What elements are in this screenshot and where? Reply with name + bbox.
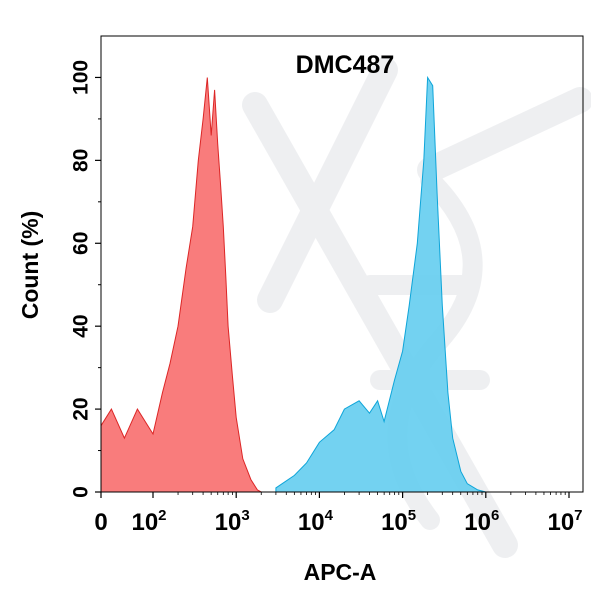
x-tick-label: 104 <box>298 507 334 536</box>
watermark-stroke <box>417 87 591 183</box>
histogram-series-1 <box>100 77 262 493</box>
axes-layer: 0204060801000102103104105106107108 <box>70 35 584 536</box>
series-layer <box>100 75 486 493</box>
x-tick-label: 103 <box>215 507 250 536</box>
y-tick-label: 20 <box>70 397 93 420</box>
y-tick-label: 60 <box>70 232 93 255</box>
plot-frame <box>100 35 584 493</box>
watermark-stroke <box>242 92 518 558</box>
x-axis-title: APC-A <box>304 559 377 585</box>
y-tick-label: 40 <box>70 315 93 338</box>
x-tick-label: 0 <box>94 509 107 536</box>
y-tick-label: 100 <box>70 60 93 95</box>
x-tick-label: 107 <box>547 507 582 536</box>
x-tick-label: 102 <box>131 507 166 536</box>
x-tick-label: 106 <box>464 507 499 536</box>
x-tick-label: 105 <box>381 507 416 536</box>
y-axis-title: Count (%) <box>17 211 43 320</box>
histogram-series-2 <box>275 75 486 493</box>
y-tick-label: 0 <box>70 486 93 498</box>
chart-title: DMC487 <box>296 51 395 79</box>
y-tick-label: 80 <box>70 149 93 172</box>
watermark-stroke <box>257 57 398 313</box>
